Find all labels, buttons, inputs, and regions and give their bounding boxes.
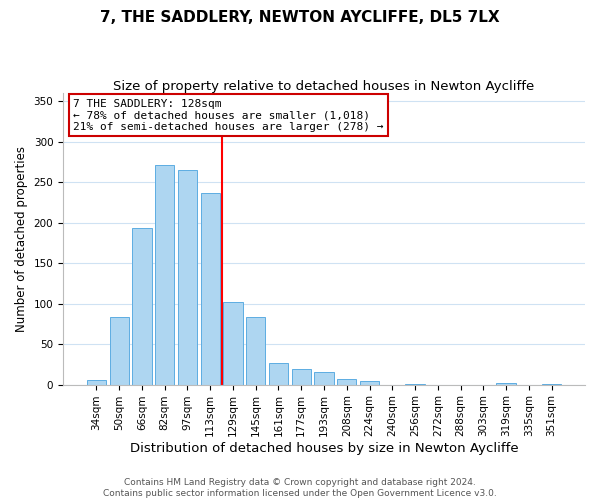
Bar [200,194,220,384]
X-axis label: Distribution of detached houses by size in Newton Aycliffe: Distribution of detached houses by size … [130,442,518,455]
Bar [246,316,265,384]
Bar [132,228,152,384]
Bar [87,380,106,384]
Bar [269,362,288,384]
Bar [223,302,242,384]
Title: Size of property relative to detached houses in Newton Aycliffe: Size of property relative to detached ho… [113,80,535,93]
Bar [496,383,516,384]
Bar [292,369,311,384]
Bar [360,380,379,384]
Text: Contains HM Land Registry data © Crown copyright and database right 2024.
Contai: Contains HM Land Registry data © Crown c… [103,478,497,498]
Text: 7 THE SADDLERY: 128sqm
← 78% of detached houses are smaller (1,018)
21% of semi-: 7 THE SADDLERY: 128sqm ← 78% of detached… [73,99,384,132]
Y-axis label: Number of detached properties: Number of detached properties [15,146,28,332]
Bar [110,316,129,384]
Bar [337,379,356,384]
Bar [314,372,334,384]
Text: 7, THE SADDLERY, NEWTON AYCLIFFE, DL5 7LX: 7, THE SADDLERY, NEWTON AYCLIFFE, DL5 7L… [100,10,500,25]
Bar [155,165,175,384]
Bar [178,170,197,384]
